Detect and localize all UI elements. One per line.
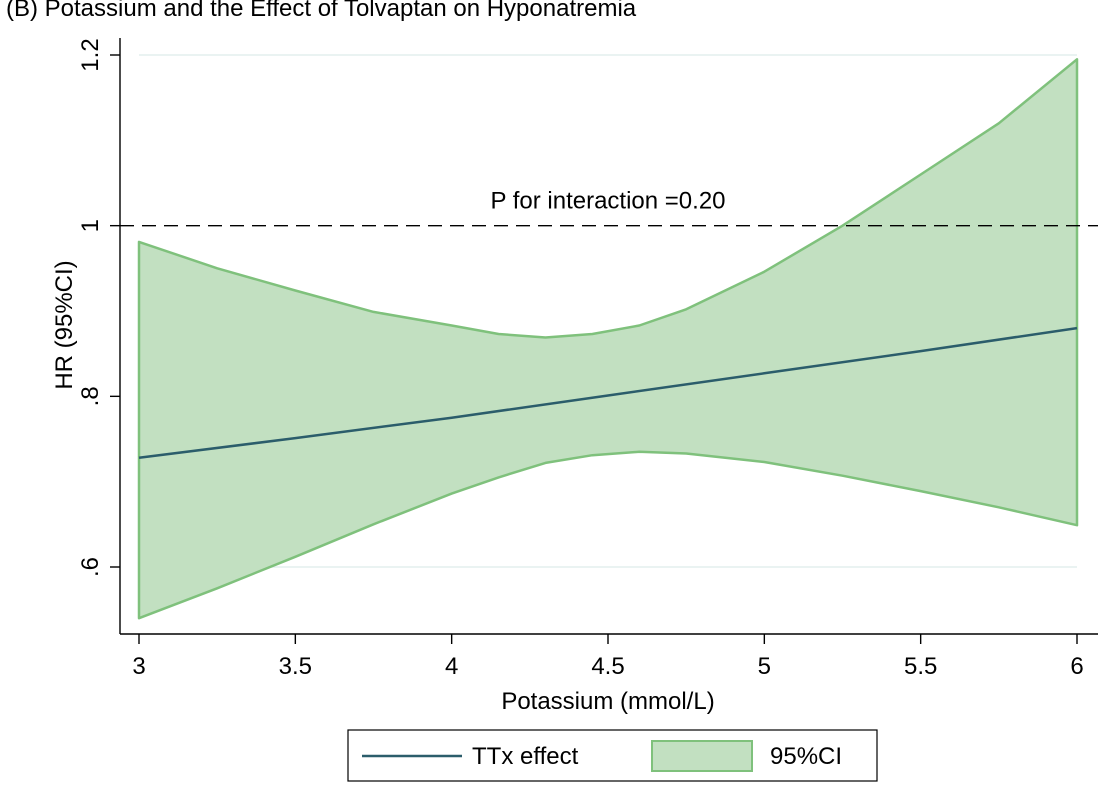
legend-label-95ci: 95%CI	[770, 743, 842, 770]
axes	[119, 38, 1098, 635]
effect-line-group	[138, 326, 1078, 460]
legend-key-band	[651, 740, 753, 772]
x-tick-label-3: 4.5	[591, 653, 624, 680]
x-tick-label-4: 5	[758, 653, 771, 680]
figure-title: (B) Potassium and the Effect of Tolvapta…	[6, 0, 637, 22]
legend: TTx effect 95%CI	[347, 729, 878, 782]
y-tick-label-2: 1	[77, 219, 104, 232]
x-tick-label-0: 3	[132, 653, 145, 680]
x-tick-label-2: 4	[445, 653, 458, 680]
ci-band-group	[137, 58, 1079, 620]
y-tick-label-0: .6	[77, 557, 104, 577]
x-axis-title: Potassium (mmol/L)	[501, 688, 714, 715]
ci-band	[137, 58, 1079, 620]
x-tick-label-6: 6	[1070, 653, 1083, 680]
y-tick-label-3: 1.2	[77, 38, 104, 71]
interaction-p-annotation: P for interaction =0.20	[490, 188, 725, 215]
x-tick-label-1: 3.5	[279, 653, 312, 680]
legend-label-ttx-effect: TTx effect	[472, 743, 579, 770]
y-tick-label-1: .8	[77, 386, 104, 406]
ttx-effect-line	[138, 326, 1078, 460]
y-axis-title: HR (95%CI)	[51, 260, 78, 389]
x-tick-label-5: 5.5	[904, 653, 937, 680]
tick-group: 3 3.5 4 4.5 5 5.5 6 .6 .8 1 1.2	[77, 38, 1084, 680]
